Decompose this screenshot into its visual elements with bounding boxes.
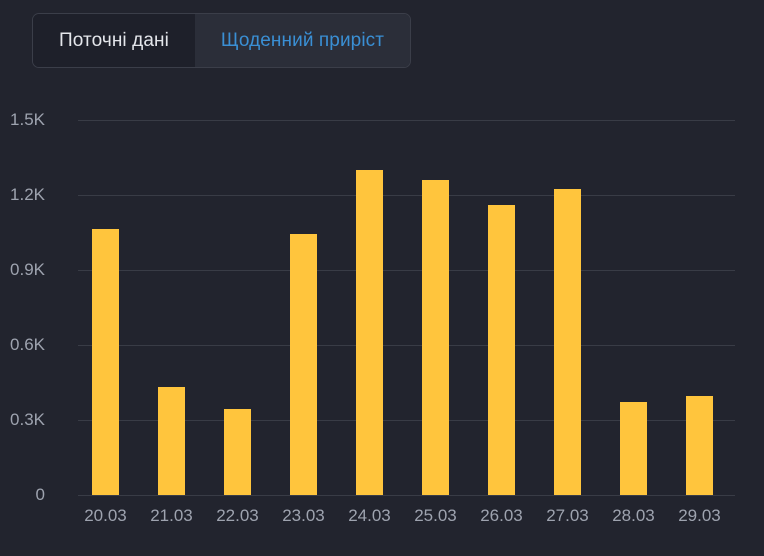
bar[interactable]: [686, 395, 713, 495]
x-axis-tick-label: 20.03: [84, 506, 127, 525]
tab-daily-increase[interactable]: Щоденний приріст: [194, 14, 411, 67]
x-axis-tick-label: 22.03: [216, 506, 259, 525]
bar[interactable]: [422, 180, 449, 495]
x-axis-tick-label: 25.03: [414, 506, 457, 525]
y-axis-tick-label: 0.9K: [10, 260, 45, 279]
bar[interactable]: [620, 402, 647, 495]
x-axis-tick-label: 29.03: [678, 506, 721, 525]
gridline: [78, 120, 735, 121]
bar[interactable]: [224, 408, 251, 495]
gridline: [78, 420, 735, 421]
gridline: [78, 195, 735, 196]
tab-group: Поточні дані Щоденний приріст: [32, 13, 412, 68]
tab-current-data[interactable]: Поточні дані: [33, 14, 195, 67]
x-axis-tick-label: 21.03: [150, 506, 193, 525]
gridline: [78, 345, 735, 346]
x-axis-tick-label: 26.03: [480, 506, 523, 525]
tab-daily-increase-label: Щоденний приріст: [220, 29, 385, 51]
gridline: [78, 495, 735, 496]
y-axis-tick-label: 1.5K: [10, 110, 45, 129]
bar[interactable]: [554, 188, 581, 495]
x-axis-tick-label: 24.03: [348, 506, 391, 525]
gridline: [78, 270, 735, 271]
x-axis-tick-label: 28.03: [612, 506, 655, 525]
y-axis-tick-label: 0: [35, 485, 45, 504]
bar[interactable]: [356, 170, 383, 495]
bar[interactable]: [488, 205, 515, 495]
x-axis-tick-label: 27.03: [546, 506, 589, 525]
y-axis-tick-label: 0.3K: [10, 410, 45, 429]
bar[interactable]: [290, 233, 317, 495]
x-axis-tick-label: 23.03: [282, 506, 325, 525]
tab-current-data-label: Поточні дані: [59, 29, 169, 51]
y-axis-tick-label: 0.6K: [10, 335, 45, 354]
bar[interactable]: [92, 228, 119, 495]
plot-area: 0 0.3K 0.6K 0.9K 1.2K 1.5K 20.03 21.03 22.03 23.0…: [10, 110, 735, 525]
bar[interactable]: [158, 387, 185, 495]
y-axis-tick-label: 1.2K: [10, 185, 45, 204]
